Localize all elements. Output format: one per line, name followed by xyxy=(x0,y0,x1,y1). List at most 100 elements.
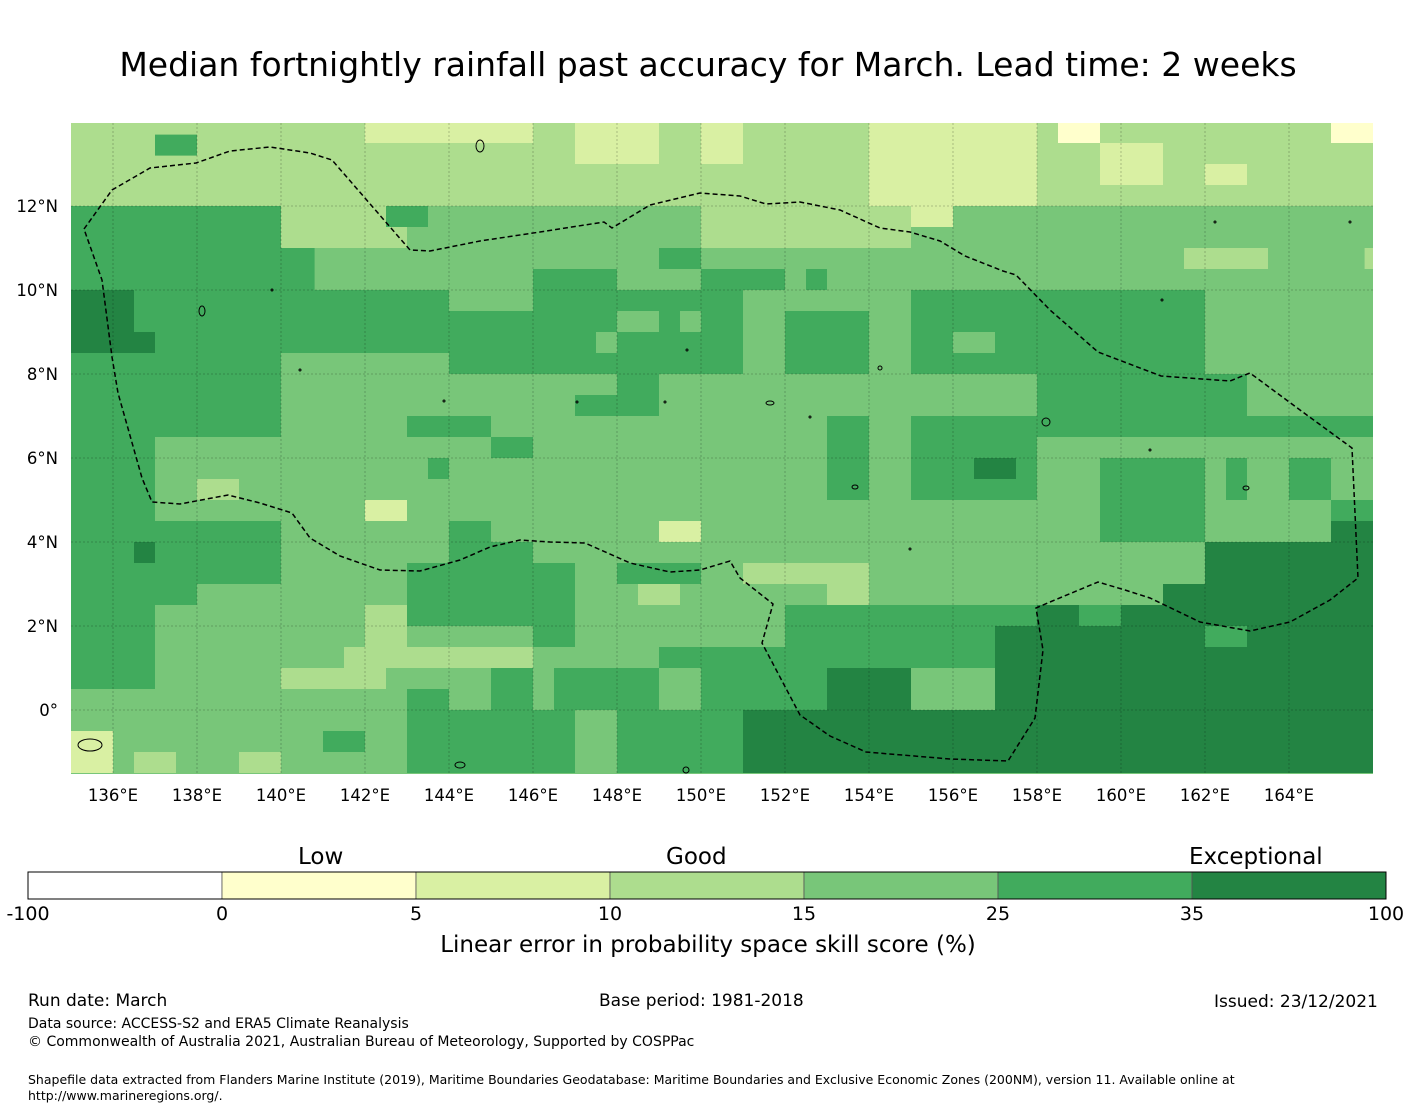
skill-cell xyxy=(1079,605,1121,626)
skill-cell xyxy=(344,647,386,689)
skill-cell xyxy=(239,206,281,227)
longitude-tick-label: 146°E xyxy=(508,786,558,805)
skill-cell xyxy=(743,185,827,206)
latitude-tick-label: 2°N xyxy=(27,617,58,636)
skill-cell xyxy=(659,647,701,668)
colorbar-segment xyxy=(803,871,999,900)
skill-cell xyxy=(491,185,575,206)
latitude-tick-label: 12°N xyxy=(16,197,58,216)
island-outline xyxy=(1148,448,1152,452)
skill-cell xyxy=(1121,374,1247,437)
skill-cell xyxy=(680,311,701,332)
skill-cell xyxy=(1058,123,1100,143)
island-outline xyxy=(685,348,689,352)
skill-cell xyxy=(155,521,281,584)
skill-cell xyxy=(407,416,491,437)
island-outline xyxy=(198,305,206,317)
colorbar-tick: 15 xyxy=(791,903,817,925)
skill-cell xyxy=(1184,248,1268,269)
skill-cell xyxy=(827,668,911,710)
skill-cell xyxy=(134,332,155,353)
run-date: Run date: March xyxy=(28,991,168,1011)
skill-cell xyxy=(617,374,659,395)
latitude-tick-label: 10°N xyxy=(16,281,58,300)
skill-cell xyxy=(701,123,743,164)
base-period: Base period: 1981-2018 xyxy=(599,991,804,1011)
skill-cell xyxy=(575,605,617,626)
skill-cell xyxy=(1079,290,1205,374)
skill-cell xyxy=(365,500,407,521)
skill-grid xyxy=(71,123,1373,774)
island-outline xyxy=(1242,485,1250,491)
longitude-labels: 136°E 138°E 140°E 142°E 144°E 146°E 148°E 150°E… xyxy=(88,786,1314,805)
skill-cell xyxy=(134,752,176,773)
longitude-tick-label: 164°E xyxy=(1264,786,1314,805)
skill-cell xyxy=(659,521,701,542)
colorbar-segment xyxy=(609,871,805,900)
skill-cell xyxy=(155,134,197,156)
latitude-tick-label: 8°N xyxy=(27,365,58,384)
skill-cell xyxy=(596,332,617,353)
skill-cell xyxy=(71,668,155,689)
skill-cell xyxy=(323,731,365,752)
colorbar-axis-label: Linear error in probability space skill … xyxy=(440,932,976,958)
skill-cell xyxy=(134,542,155,563)
island-outline xyxy=(1213,220,1217,224)
island-outline xyxy=(877,365,883,371)
skill-cell xyxy=(827,416,869,500)
skill-cell xyxy=(806,269,827,290)
skill-cell xyxy=(365,605,407,647)
skill-cell xyxy=(575,123,659,164)
data-source: Data source: ACCESS-S2 and ERA5 Climate … xyxy=(28,1016,409,1032)
skill-cell xyxy=(785,710,827,731)
islands xyxy=(77,139,1352,774)
skill-cell xyxy=(449,521,491,542)
longitude-tick-label: 154°E xyxy=(844,786,894,805)
skill-cell xyxy=(1205,626,1247,647)
skill-cell xyxy=(407,710,575,773)
colorbar-tick: 25 xyxy=(985,903,1011,925)
colorbar-segment xyxy=(415,871,611,900)
colorbar-tick: 5 xyxy=(409,903,423,925)
skill-cell xyxy=(1163,584,1373,605)
island-outline xyxy=(77,738,103,752)
skill-cell xyxy=(911,185,953,227)
colorbar-category-low: Low xyxy=(298,844,344,870)
skill-cell xyxy=(1364,248,1373,269)
skill-cell xyxy=(71,290,134,353)
skill-cell xyxy=(701,269,785,290)
skill-cell xyxy=(239,752,281,773)
island-outline xyxy=(682,766,690,774)
skill-cell xyxy=(617,710,743,773)
latitude-tick-label: 4°N xyxy=(27,533,58,552)
skill-cell xyxy=(533,626,575,647)
island-outline xyxy=(298,368,302,372)
skill-cell xyxy=(743,123,827,164)
skill-cell xyxy=(365,123,533,143)
issued-date: Issued: 23/12/2021 xyxy=(1214,992,1378,1012)
longitude-tick-label: 136°E xyxy=(88,786,138,805)
longitude-tick-label: 150°E xyxy=(676,786,726,805)
longitude-tick-label: 156°E xyxy=(928,786,978,805)
skill-cell xyxy=(449,647,533,668)
colorbar-segment xyxy=(221,871,417,900)
skill-cell xyxy=(974,458,1016,479)
longitude-tick-label: 138°E xyxy=(172,786,222,805)
island-outline xyxy=(851,484,859,490)
island-outline xyxy=(1348,220,1352,224)
colorbar-tick: 10 xyxy=(597,903,623,925)
graticule xyxy=(71,123,1373,774)
skill-cell xyxy=(953,332,995,353)
skill-cell xyxy=(533,269,617,374)
skill-cell xyxy=(281,290,449,353)
colorbar xyxy=(27,871,1387,900)
longitude-tick-label: 158°E xyxy=(1012,786,1062,805)
colorbar-tick: -100 xyxy=(6,903,50,925)
skill-cell xyxy=(1226,458,1247,500)
skill-cell xyxy=(575,395,659,416)
skill-cell xyxy=(743,563,869,584)
island-outline xyxy=(1160,298,1164,302)
skill-cell xyxy=(407,563,575,626)
skill-cell xyxy=(1100,458,1205,542)
